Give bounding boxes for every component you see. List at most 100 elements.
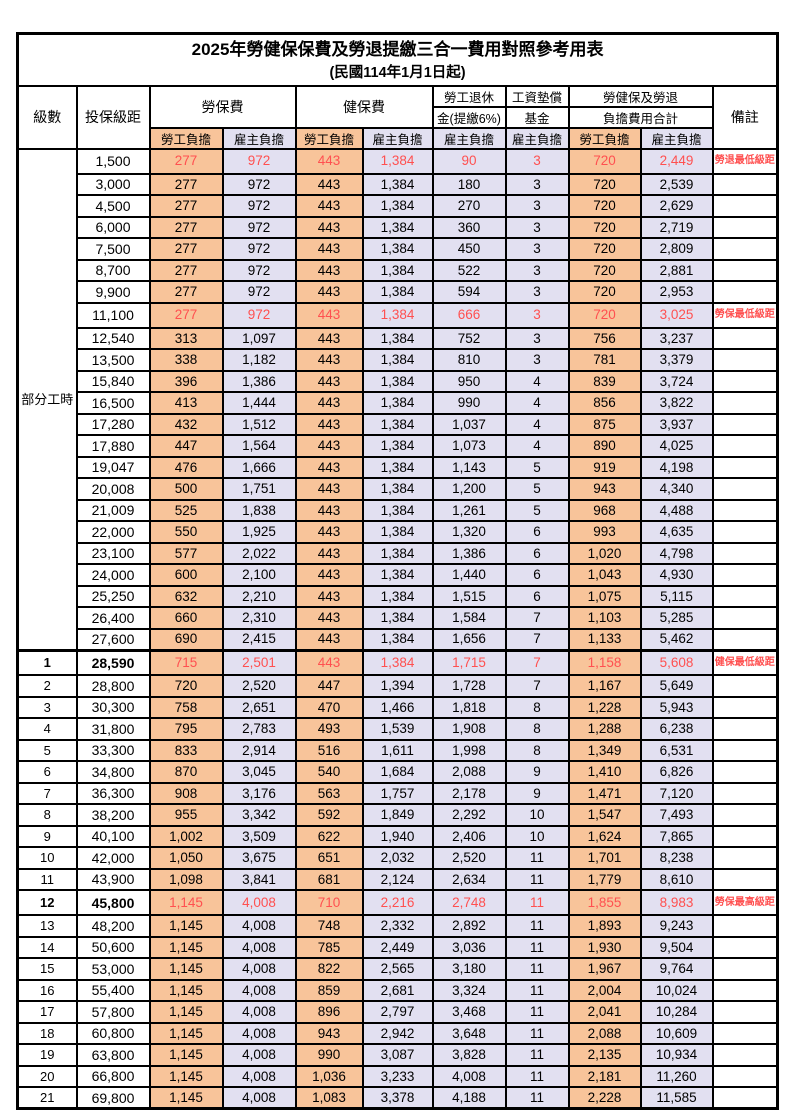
total-employer-cell: 2,539 <box>639 172 714 196</box>
wage-fund-employer-cell: 10 <box>504 824 570 848</box>
labor-employer-cell: 972 <box>221 172 297 196</box>
labor-employer-cell: 2,501 <box>221 648 297 676</box>
health-employer-cell: 1,384 <box>361 412 434 436</box>
health-employer-cell: 1,384 <box>361 172 434 196</box>
health-employer-cell: 1,384 <box>361 301 434 329</box>
total-employee-cell: 2,041 <box>567 1000 642 1024</box>
pension-employer-cell: 950 <box>431 369 507 393</box>
total-employer-cell: 11,585 <box>639 1086 714 1110</box>
labor-employer-cell: 1,925 <box>221 520 297 544</box>
labor-employee-cell: 600 <box>148 563 224 587</box>
level-cell: 3 <box>16 695 78 719</box>
note-cell <box>711 1064 779 1088</box>
total-employee-cell: 720 <box>567 147 642 175</box>
labor-employee-cell: 955 <box>148 803 224 827</box>
health-employee-cell: 592 <box>294 803 364 827</box>
bracket-cell: 57,800 <box>75 1000 151 1024</box>
health-employee-cell: 443 <box>294 584 364 608</box>
note-cell <box>711 584 779 608</box>
health-employer-cell: 1,384 <box>361 258 434 282</box>
health-employee-cell: 443 <box>294 326 364 350</box>
total-employer-cell: 5,608 <box>639 648 714 676</box>
total-employee-cell: 2,088 <box>567 1021 642 1045</box>
bracket-cell: 1,500 <box>75 147 151 175</box>
health-employee-cell: 622 <box>294 824 364 848</box>
health-employer-cell: 1,384 <box>361 584 434 608</box>
total-employer-cell: 10,609 <box>639 1021 714 1045</box>
total-employee-cell: 1,103 <box>567 606 642 630</box>
table-row: 15,840 396 1,386 443 1,384 950 4 839 3,724 <box>18 369 779 393</box>
labor-employer-cell: 3,045 <box>221 760 297 784</box>
wage-fund-employer-cell: 5 <box>504 477 570 501</box>
level-cell: 9 <box>16 824 78 848</box>
level-cell: 6 <box>16 760 78 784</box>
pension-employer-cell: 2,520 <box>431 846 507 870</box>
wage-fund-employer-cell: 10 <box>504 803 570 827</box>
level-cell: 21 <box>16 1086 78 1110</box>
total-employee-cell: 1,410 <box>567 760 642 784</box>
total-employer-cell: 2,881 <box>639 258 714 282</box>
labor-employer-cell: 4,008 <box>221 1000 297 1024</box>
table-row: 20,008 500 1,751 443 1,384 1,200 5 943 4,340 <box>18 477 779 501</box>
pension-employer-cell: 810 <box>431 348 507 372</box>
labor-employer-cell: 4,008 <box>221 935 297 959</box>
table-row: 22,000 550 1,925 443 1,384 1,320 6 993 4,635 <box>18 520 779 544</box>
level-cell: 10 <box>16 846 78 870</box>
health-employee-cell: 443 <box>294 301 364 329</box>
labor-employee-cell: 277 <box>148 172 224 196</box>
wage-fund-employer-cell: 7 <box>504 627 570 651</box>
note-cell <box>711 498 779 522</box>
health-employee-cell: 443 <box>294 627 364 651</box>
total-employer-cell: 9,764 <box>639 957 714 981</box>
header-total-employer: 雇主負擔 <box>639 126 714 150</box>
total-employee-cell: 720 <box>567 237 642 261</box>
note-cell <box>711 215 779 239</box>
total-employee-cell: 993 <box>567 520 642 544</box>
health-employer-cell: 2,332 <box>361 914 434 938</box>
wage-fund-employer-cell: 4 <box>504 412 570 436</box>
header-total-employee: 勞工負擔 <box>567 126 642 150</box>
labor-employer-cell: 1,444 <box>221 391 297 415</box>
total-employer-cell: 5,649 <box>639 674 714 698</box>
labor-employee-cell: 632 <box>148 584 224 608</box>
table-row: 12 45,800 1,145 4,008 710 2,216 2,748 11 1,855 8,… <box>16 889 779 916</box>
table-row: 7 36,300 908 3,176 563 1,757 2,178 9 1,471 7,120 <box>16 781 779 805</box>
bracket-cell: 25,250 <box>75 584 151 608</box>
pension-employer-cell: 1,200 <box>431 477 507 501</box>
bracket-cell: 24,000 <box>75 563 151 587</box>
wage-fund-employer-cell: 3 <box>504 194 570 218</box>
total-employee-cell: 1,624 <box>567 824 642 848</box>
total-employer-cell: 10,024 <box>639 978 714 1002</box>
total-employee-cell: 720 <box>567 172 642 196</box>
total-employer-cell: 7,120 <box>639 781 714 805</box>
wage-fund-employer-cell: 3 <box>504 348 570 372</box>
pension-employer-cell: 180 <box>431 172 507 196</box>
health-employer-cell: 2,797 <box>361 1000 434 1024</box>
table-row: 9 40,100 1,002 3,509 622 1,940 2,406 10 1,624 7,8… <box>16 824 779 848</box>
pension-employer-cell: 3,324 <box>431 978 507 1002</box>
wage-fund-employer-cell: 7 <box>504 674 570 698</box>
pension-employer-cell: 1,440 <box>431 563 507 587</box>
note-cell <box>711 412 779 436</box>
total-employer-cell: 11,260 <box>639 1064 714 1088</box>
labor-employee-cell: 715 <box>148 648 224 676</box>
note-cell <box>711 914 779 938</box>
pension-employer-cell: 2,178 <box>431 781 507 805</box>
health-employer-cell: 1,384 <box>361 326 434 350</box>
table-row: 4 31,800 795 2,783 493 1,539 1,908 8 1,288 6,238 <box>16 717 779 741</box>
health-employer-cell: 2,216 <box>361 889 434 916</box>
total-employee-cell: 1,075 <box>567 584 642 608</box>
header-pension-line2: 金(提繳6%) <box>431 105 507 129</box>
wage-fund-employer-cell: 3 <box>504 280 570 304</box>
wage-fund-employer-cell: 7 <box>504 648 570 676</box>
bracket-cell: 22,000 <box>75 520 151 544</box>
part-time-merged-cell: 部分工時 <box>16 147 78 651</box>
table-row: 16 55,400 1,145 4,008 859 2,681 3,324 11 2,004 10… <box>16 978 779 1002</box>
total-employee-cell: 720 <box>567 215 642 239</box>
labor-employee-cell: 525 <box>148 498 224 522</box>
table-row: 18 60,800 1,145 4,008 943 2,942 3,648 11 2,088 10… <box>16 1021 779 1045</box>
header-wage-fund-employer: 雇主負擔 <box>504 126 570 150</box>
wage-fund-employer-cell: 7 <box>504 606 570 630</box>
bracket-cell: 42,000 <box>75 846 151 870</box>
pension-employer-cell: 2,406 <box>431 824 507 848</box>
